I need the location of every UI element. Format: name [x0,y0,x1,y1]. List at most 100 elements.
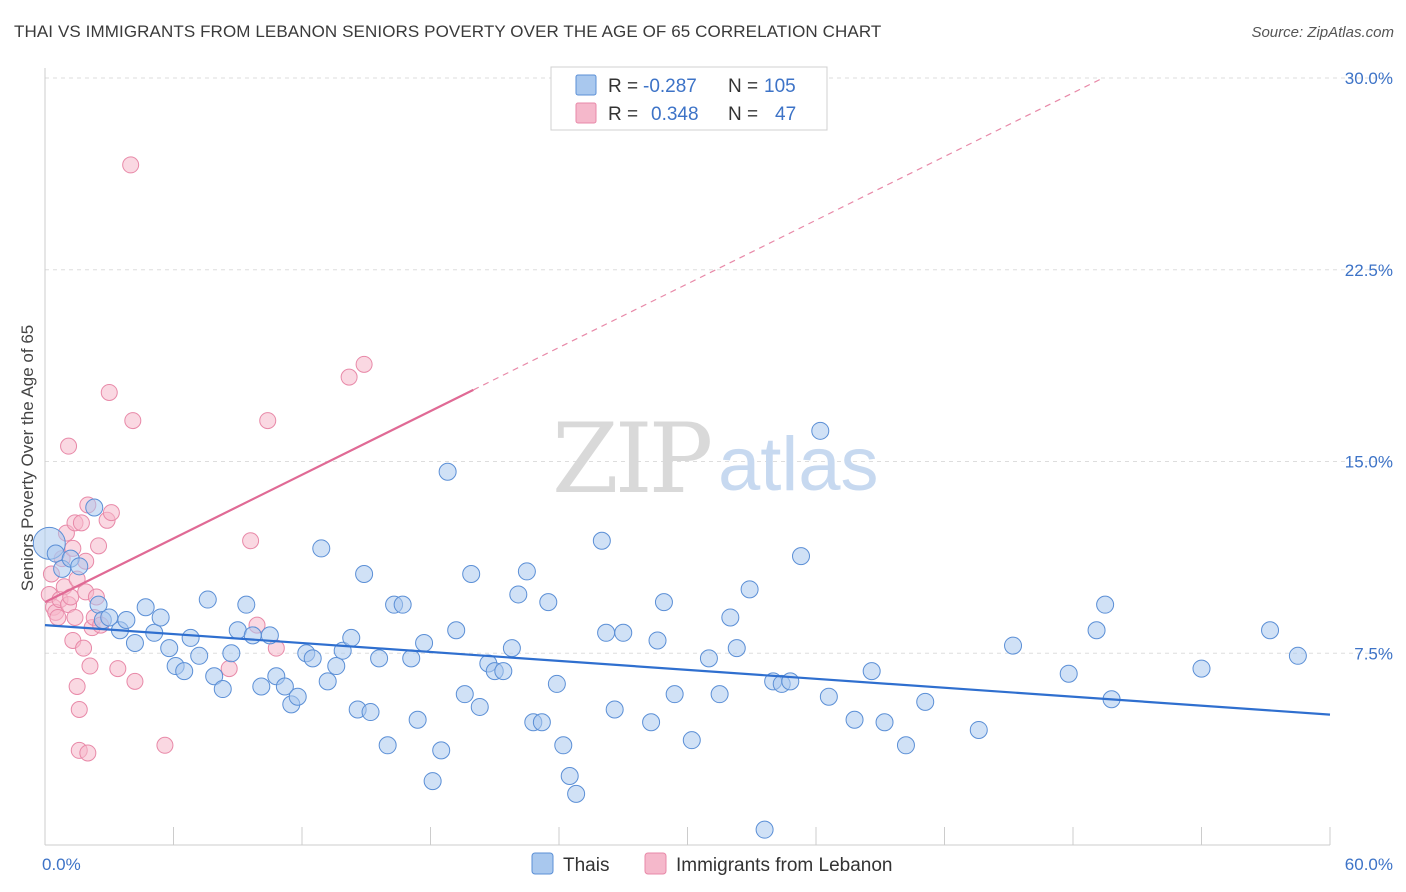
thais-point-74 [642,713,661,732]
thais-point-15 [160,639,179,658]
thais-point-68 [560,766,579,785]
legend-swatch-lebanon [575,102,597,124]
thais-point-73 [614,623,633,642]
legend-r-label-thais: R = [608,76,638,97]
thais-point-47 [402,649,421,668]
lebanon-point-45 [355,355,373,373]
thais-point-87 [781,672,800,691]
thais-point-4 [70,557,89,576]
series-lebanon-points [40,156,373,762]
lebanon-point-44 [340,368,358,386]
thais-point-22 [213,680,232,699]
thais-point-26 [243,626,262,645]
thais-point-55 [462,564,481,583]
thais-point-64 [532,713,551,732]
x-tick-labels: 0.0% 60.0% [42,855,1393,874]
thais-point-48 [408,710,427,729]
thais-point-100 [1096,595,1115,614]
thais-point-53 [447,621,466,640]
thais-point-61 [509,585,528,604]
lebanon-point-37 [126,672,144,690]
thais-point-19 [190,646,209,665]
thais-point-96 [969,720,988,739]
thais-point-36 [318,672,337,691]
lebanon-point-29 [90,537,108,555]
thais-point-89 [811,421,830,440]
thais-point-12 [136,598,155,617]
thais-point-82 [727,639,746,658]
legend-r-value-thais: -0.287 [643,76,697,97]
thais-point-81 [721,608,740,627]
chart-title: THAI VS IMMIGRANTS FROM LEBANON SENIORS … [14,22,882,41]
thais-point-84 [755,820,774,839]
y-tick-label-2: 22.5% [1345,261,1393,280]
thais-point-97 [1004,636,1023,655]
thais-point-23 [222,644,241,663]
y-tick-label-1: 15.0% [1345,453,1393,472]
grid [45,77,1392,654]
watermark-zip: ZIP [552,403,711,515]
thais-point-14 [151,608,170,627]
lebanon-point-40 [242,532,260,550]
thais-point-65 [539,593,558,612]
thais-point-103 [1261,621,1280,640]
lebanon-point-17 [70,700,88,718]
thais-point-102 [1192,659,1211,678]
thais-point-59 [494,662,513,681]
thais-point-69 [567,784,586,803]
thais-point-92 [862,662,881,681]
lebanon-point-39 [220,660,238,678]
lebanon-point-25 [81,657,99,675]
thais-point-66 [547,674,566,693]
lebanon-point-35 [122,156,140,174]
lebanon-point-20 [75,639,93,657]
axes [44,68,1331,846]
thais-point-50 [423,772,442,791]
thais-point-44 [378,736,397,755]
thais-point-56 [470,697,489,716]
thais-point-75 [648,631,667,650]
thais-point-90 [819,687,838,706]
lebanon-point-24 [79,744,97,762]
legend-r-label-lebanon: R = [608,104,638,125]
thais-point-98 [1059,664,1078,683]
thais-point-77 [665,685,684,704]
y-tick-label-0: 7.5% [1354,644,1393,663]
thais-point-93 [875,713,894,732]
thais-point-79 [699,649,718,668]
lebanon-point-34 [109,660,127,678]
thais-point-41 [355,564,374,583]
thais-point-34 [303,649,322,668]
thais-point-91 [845,710,864,729]
thais-point-104 [1288,646,1307,665]
thais-point-37 [327,657,346,676]
thais-point-67 [554,736,573,755]
bottom-legend-swatch-lebanon [644,852,667,875]
lebanon-point-4 [49,608,67,626]
lebanon-point-19 [72,514,90,532]
y-axis-label: Seniors Poverty Over the Age of 65 [18,325,37,591]
x-tick-label-0: 0.0% [42,855,81,874]
thais-point-5 [85,498,104,517]
thais-point-17 [175,662,194,681]
lebanon-point-42 [259,412,277,430]
trend-lines [44,77,1331,716]
thais-point-21 [205,667,224,686]
thais-point-80 [710,685,729,704]
thais-point-60 [502,639,521,658]
legend-box [550,66,828,131]
legend-swatch-thais [575,74,597,96]
thais-point-72 [605,700,624,719]
legend-n-value-thais: 105 [764,76,796,97]
thais-point-35 [312,539,331,558]
x-tick-label-1: 60.0% [1345,855,1393,874]
lebanon-point-38 [156,736,174,754]
thais-point-10 [117,611,136,630]
thais-point-54 [455,685,474,704]
thais-point-20 [198,590,217,609]
thais-point-11 [125,634,144,653]
legend-n-label-lebanon: N = [728,104,758,125]
thais-trend-line [44,624,1331,716]
thais-point-32 [288,687,307,706]
series-legend: Thais Immigrants from Lebanon [531,852,893,876]
